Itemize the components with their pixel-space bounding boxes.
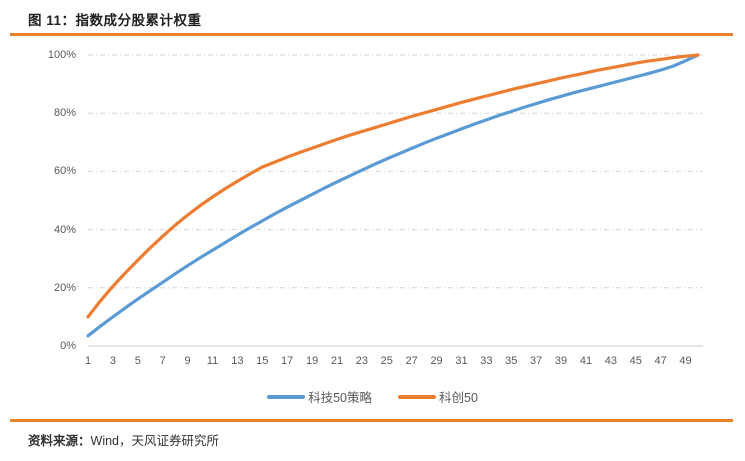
x-tick-label: 29 <box>430 355 443 367</box>
top-accent-rule <box>10 33 733 36</box>
legend-label-series2: 科创50 <box>439 391 478 405</box>
x-tick-label: 3 <box>109 355 116 367</box>
figure-title: 图 11：指数成分股累计权重 <box>28 13 202 28</box>
x-tick-label: 19 <box>305 355 319 367</box>
x-tick-label: 21 <box>330 355 344 367</box>
x-tick-label: 27 <box>405 355 418 367</box>
x-tick-label: 15 <box>256 355 269 367</box>
y-tick-label: 60% <box>53 165 76 178</box>
x-tick-label: 39 <box>554 355 568 367</box>
legend-label-series1: 科技50策略 <box>308 391 372 405</box>
y-tick-label: 0% <box>60 340 76 352</box>
x-tick-label: 23 <box>355 355 368 367</box>
x-tick-label: 13 <box>231 355 244 367</box>
x-tick-label: 9 <box>184 355 191 367</box>
y-tick-label: 80% <box>53 107 76 120</box>
x-tick-label: 41 <box>579 355 593 367</box>
legend-item-series1: 科技50策略 <box>267 387 372 406</box>
x-tick-label: 33 <box>480 355 493 367</box>
chart-legend: 科技50策略 科创50 <box>0 387 745 406</box>
x-tick-label: 31 <box>455 355 468 367</box>
series-line-科技50策略 <box>86 53 700 338</box>
source-prefix: 资料来源： <box>28 434 91 448</box>
x-tick-label: 5 <box>134 355 141 367</box>
legend-item-series2: 科创50 <box>398 387 478 406</box>
bottom-accent-rule <box>10 419 733 422</box>
y-tick-label: 20% <box>53 281 76 294</box>
x-tick-label: 43 <box>604 355 617 367</box>
x-tick-label: 49 <box>679 355 692 367</box>
x-tick-label: 45 <box>629 355 642 367</box>
x-tick-label: 35 <box>505 355 518 367</box>
x-tick-label: 25 <box>380 355 393 367</box>
legend-line-swatch-orange <box>398 394 436 399</box>
legend-line-swatch-blue <box>267 394 306 399</box>
x-tick-label: 17 <box>281 355 294 367</box>
x-tick-label: 37 <box>530 355 543 367</box>
y-tick-label: 40% <box>53 223 76 236</box>
x-tick-label: 1 <box>84 355 92 367</box>
x-tick-label: 47 <box>654 355 667 367</box>
x-tick-label: 7 <box>159 355 166 367</box>
y-tick-label: 100% <box>47 49 76 61</box>
source-text: Wind，天风证券研究所 <box>90 434 219 448</box>
x-tick-label: 11 <box>206 355 219 367</box>
source-note: 资料来源：Wind，天风证券研究所 <box>28 430 219 449</box>
series-line-科创50 <box>86 53 700 319</box>
